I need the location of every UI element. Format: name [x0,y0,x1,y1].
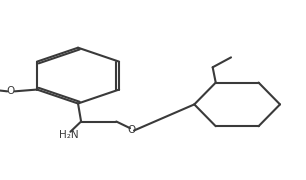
Text: O: O [128,125,136,135]
Text: O: O [7,86,15,96]
Text: H₂N: H₂N [59,130,79,140]
